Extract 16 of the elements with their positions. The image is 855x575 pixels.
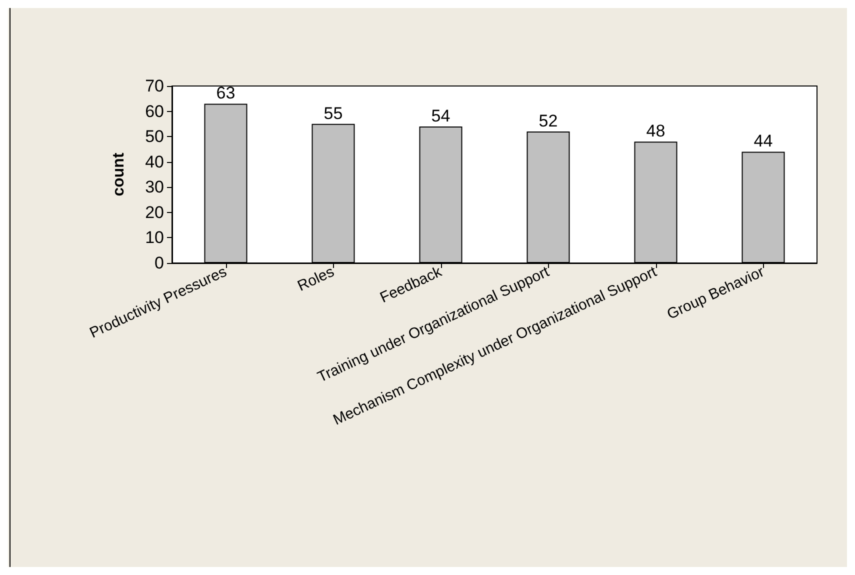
data-label: 44 <box>754 132 773 151</box>
y-axis-title: count <box>110 152 128 196</box>
x-tick-label: Roles <box>294 263 337 295</box>
data-label: 55 <box>324 104 343 123</box>
data-label: 54 <box>431 106 450 126</box>
y-tick-label: 40 <box>145 152 164 172</box>
data-label: 52 <box>538 112 558 131</box>
y-tick-label: 10 <box>145 228 164 248</box>
y-tick-label: 30 <box>145 178 164 197</box>
y-tick-label: 60 <box>145 102 164 121</box>
data-label: 48 <box>646 122 666 141</box>
y-tick-label: 0 <box>154 254 164 272</box>
data-label: 63 <box>216 84 236 103</box>
y-tick-label: 20 <box>145 202 164 222</box>
y-tick-label: 50 <box>145 127 164 146</box>
y-tick-label: 70 <box>145 76 164 96</box>
